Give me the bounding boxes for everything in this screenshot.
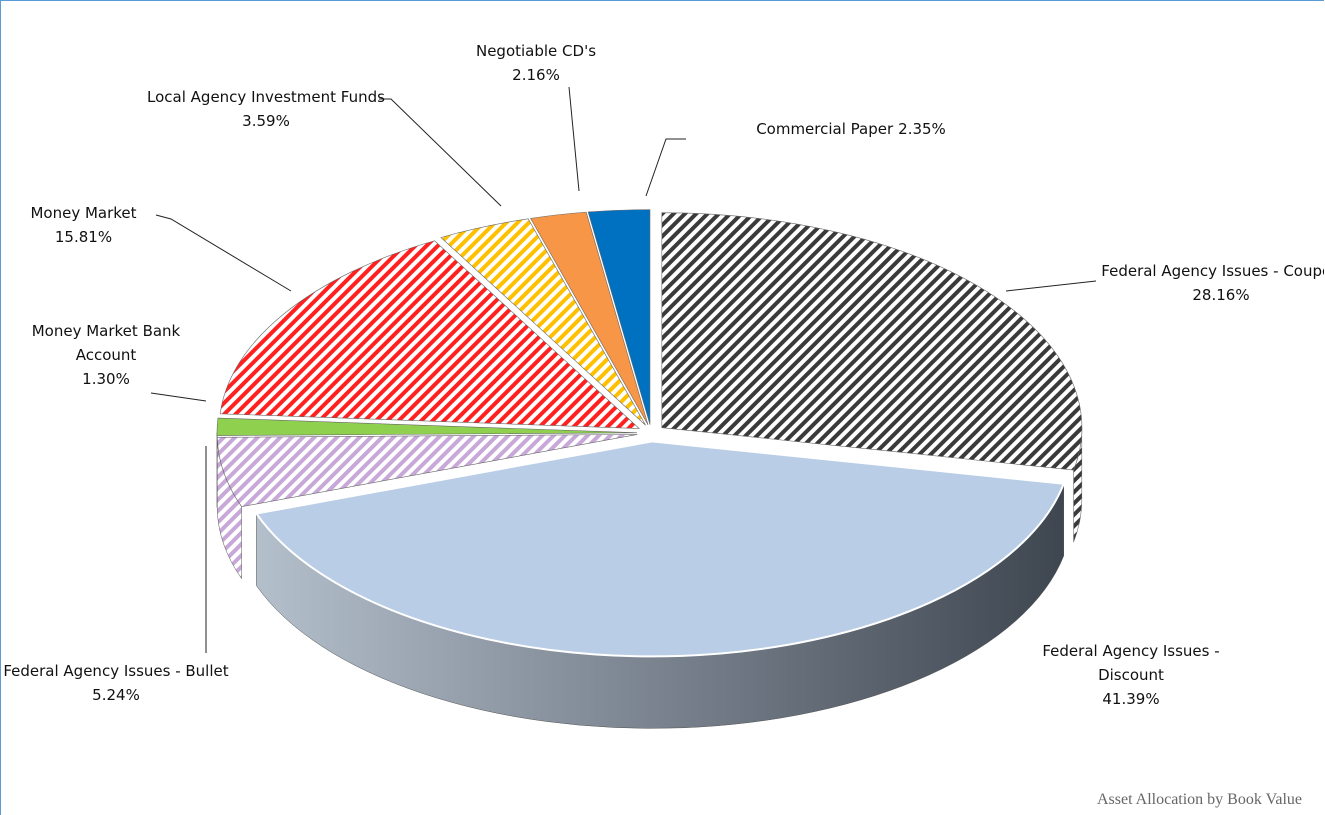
- slice: [661, 212, 1083, 471]
- value-label: 41.39%: [1102, 690, 1160, 708]
- category-name: Commercial Paper: [756, 120, 894, 138]
- value-label: 28.16%: [1192, 286, 1250, 304]
- leader-line: [379, 98, 502, 207]
- slice-label: Commercial Paper 2.35%: [691, 117, 1011, 141]
- caption: Asset Allocation by Book Value: [1096, 791, 1302, 808]
- value-label: 1.30%: [82, 370, 130, 388]
- value-label: 5.24%: [92, 686, 140, 704]
- category-name: Negotiable CD's: [475, 42, 597, 60]
- category-name: Money Market: [30, 204, 137, 222]
- value-label: 2.35%: [898, 120, 946, 138]
- slice: [587, 209, 651, 425]
- slice-label: Federal Agency Issues - Bullet 5.24%: [1, 659, 231, 707]
- slice: [254, 440, 1066, 658]
- slice-label: Federal Agency Issues - Coupon 28.16%: [1091, 259, 1324, 307]
- value-label: 3.59%: [242, 112, 290, 130]
- category-name: Federal Agency Issues - Discount: [1042, 642, 1220, 684]
- category-name: Federal Agency Issues - Bullet: [3, 662, 229, 680]
- slice-label: Money Market Bank Account 1.30%: [6, 319, 206, 391]
- slice: [216, 417, 638, 436]
- leader-line: [150, 392, 207, 402]
- slice-label: Negotiable CD's 2.16%: [456, 39, 616, 87]
- slice-label: Local Agency Investment Funds 3.59%: [141, 85, 391, 133]
- slice-label: Money Market 15.81%: [6, 201, 161, 249]
- value-label: 15.81%: [54, 228, 113, 246]
- slice: [530, 211, 649, 425]
- value-label: 2.16%: [512, 66, 560, 84]
- category-name: Money Market Bank Account: [31, 322, 181, 364]
- leader-line: [1005, 280, 1097, 292]
- slice-label: Federal Agency Issues - Discount 41.39%: [1011, 639, 1251, 711]
- category-name: Local Agency Investment Funds: [147, 88, 385, 106]
- slice: [219, 240, 640, 429]
- leader-line: [645, 138, 686, 197]
- leader-line: [568, 86, 580, 192]
- leader-line: [155, 214, 292, 292]
- slice: [216, 434, 638, 508]
- slice: [440, 218, 646, 426]
- category-name: Federal Agency Issues - Coupon: [1101, 262, 1324, 280]
